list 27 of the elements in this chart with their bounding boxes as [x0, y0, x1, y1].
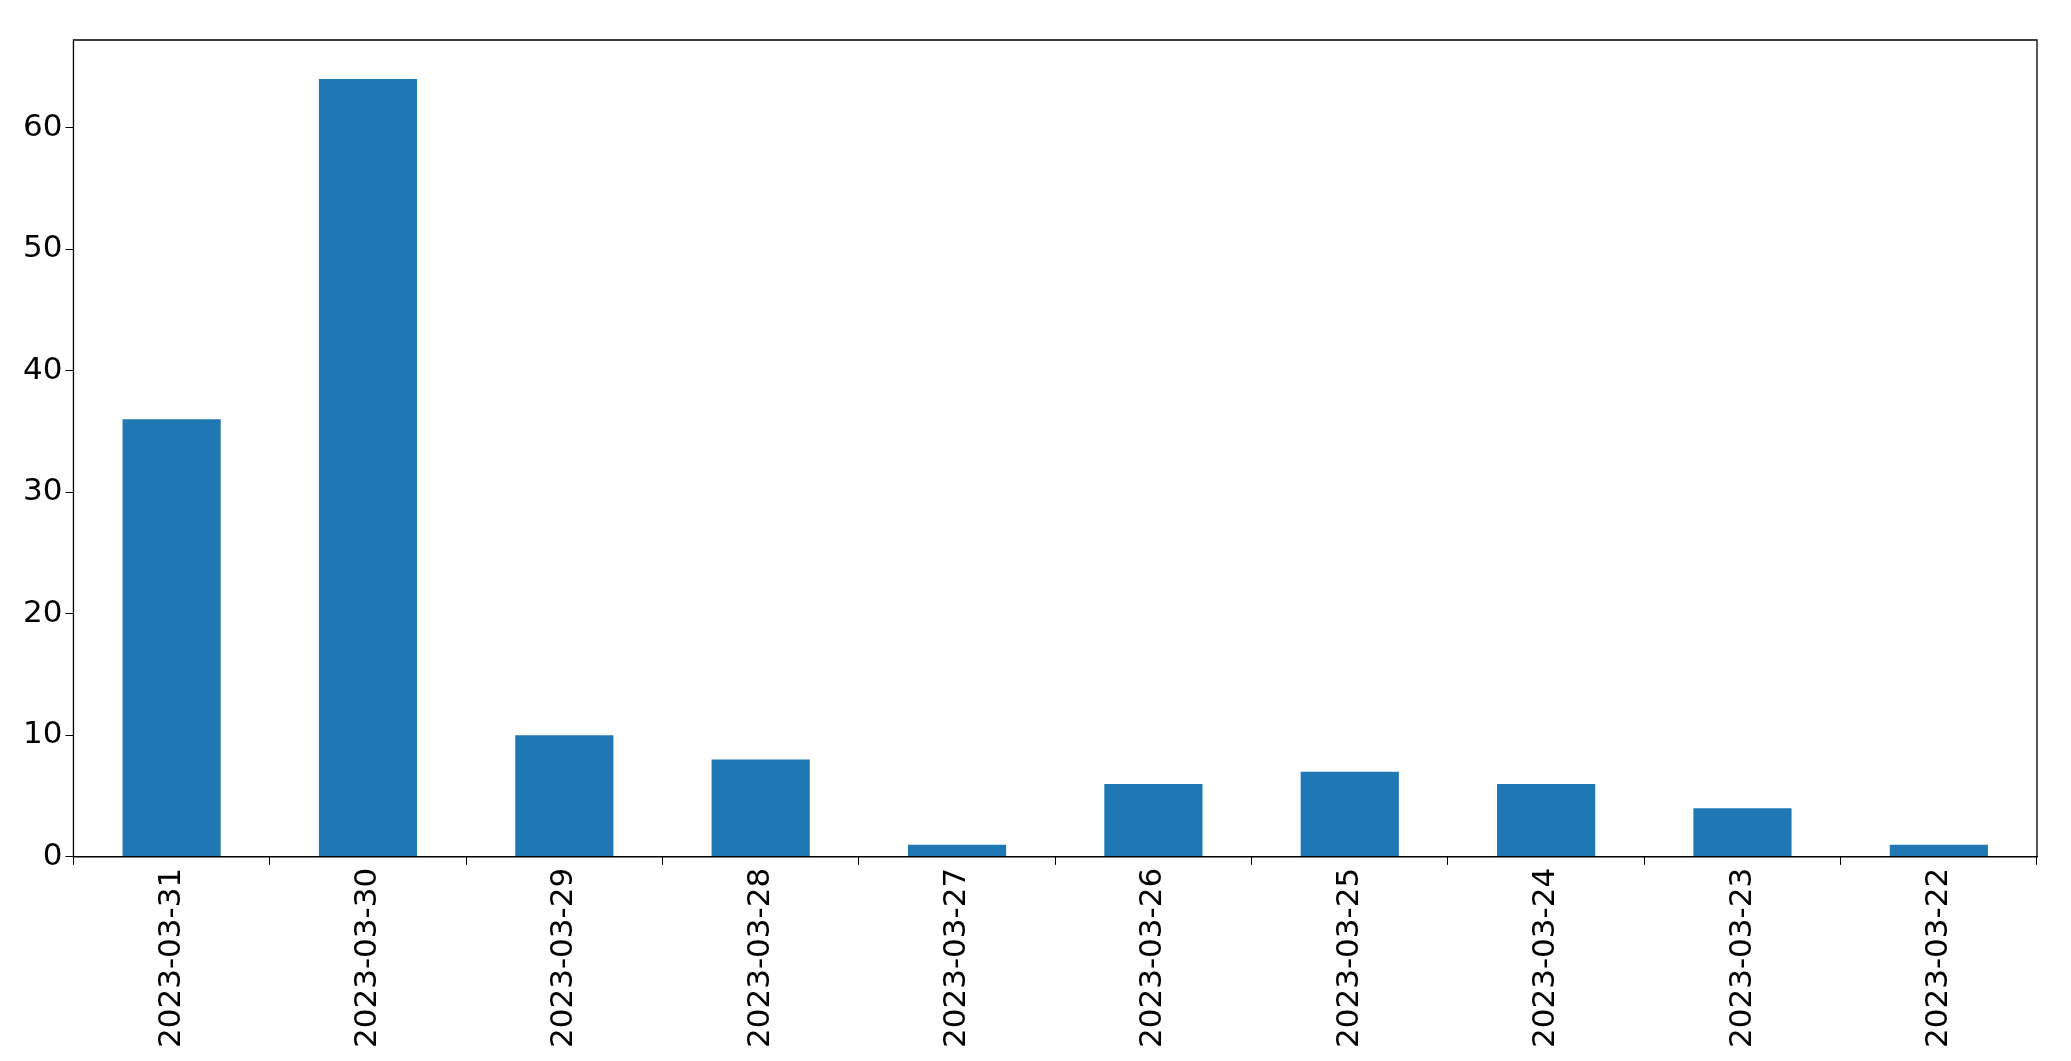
bar — [1497, 783, 1596, 857]
bar — [1300, 771, 1399, 857]
bar — [907, 844, 1007, 857]
bar — [318, 78, 418, 857]
bar — [711, 759, 810, 857]
x-tick-label: 2023-03-27 — [936, 867, 973, 1049]
x-tick-label: 2023-03-22 — [1917, 867, 1954, 1049]
x-tick-label: 2023-03-25 — [1328, 867, 1365, 1049]
x-tick-label: 2023-03-26 — [1132, 867, 1169, 1049]
y-tick-label: 0 — [42, 835, 63, 872]
y-tick-label: 60 — [22, 106, 63, 143]
bar — [515, 735, 614, 857]
y-tick-label: 10 — [22, 714, 63, 751]
bar — [1693, 808, 1792, 857]
y-tick-label: 40 — [22, 349, 63, 386]
x-tick-label: 2023-03-24 — [1525, 867, 1562, 1049]
x-tick-label: 2023-03-28 — [739, 867, 776, 1049]
x-tick-label: 2023-03-29 — [543, 867, 580, 1049]
y-tick-label: 20 — [22, 592, 63, 629]
x-tick-label: 2023-03-31 — [150, 867, 187, 1049]
x-tick-label: 2023-03-30 — [347, 867, 384, 1049]
bar — [1104, 783, 1203, 857]
y-tick-label: 30 — [22, 471, 63, 508]
bar — [122, 419, 221, 857]
x-tick-label: 2023-03-23 — [1721, 867, 1758, 1049]
bar — [1889, 844, 1988, 857]
y-tick-label: 50 — [22, 228, 63, 265]
